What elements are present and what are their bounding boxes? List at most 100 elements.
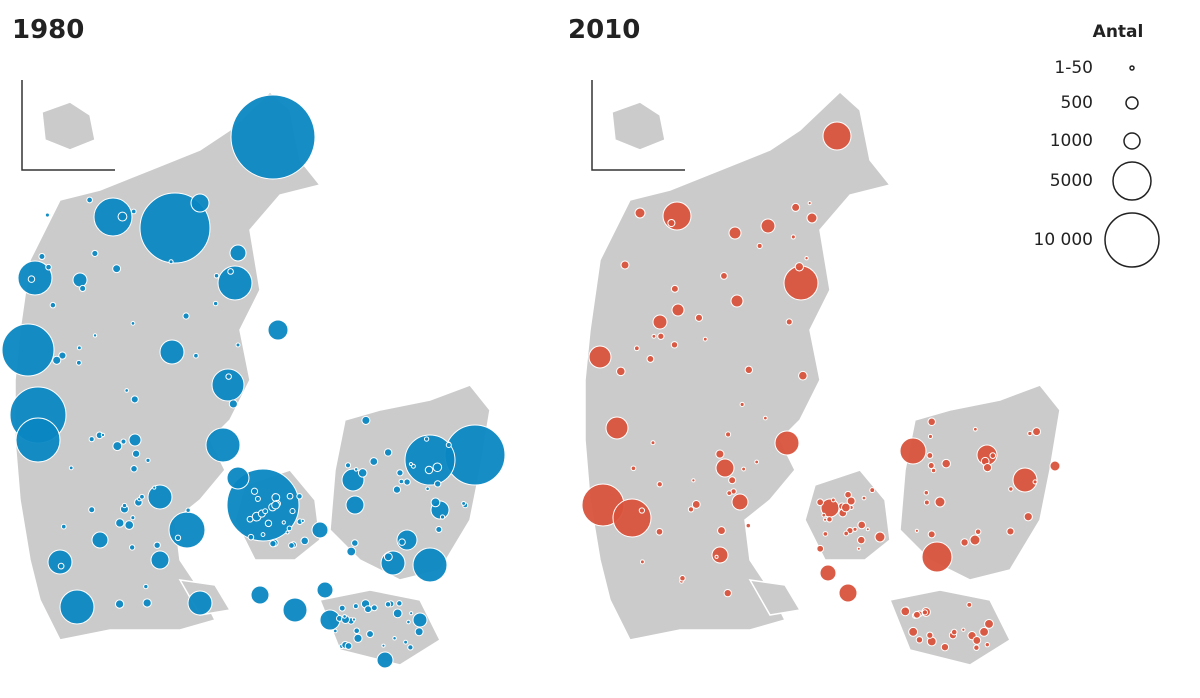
location-bubble [900, 606, 911, 617]
location-bubble [264, 519, 273, 528]
location-bubble [316, 581, 334, 599]
location-bubble [899, 437, 927, 465]
location-bubble [250, 585, 270, 605]
location-bubble [915, 636, 924, 644]
location-bubble [823, 517, 828, 522]
location-bubble [714, 554, 719, 559]
location-bubble [230, 94, 316, 180]
location-bubble [115, 518, 125, 528]
location-bubble [798, 370, 808, 381]
location-bubble [75, 359, 82, 366]
location-bubble [1, 323, 55, 377]
location-bubble [652, 314, 668, 330]
location-bubble [846, 496, 856, 506]
location-bubble [841, 502, 851, 513]
location-bubble [806, 212, 818, 224]
location-bubble [246, 515, 254, 523]
location-bubble [445, 441, 452, 449]
location-bubble [1023, 512, 1033, 522]
location-bubble [741, 466, 747, 472]
location-bubble [816, 498, 825, 507]
location-bubble [130, 395, 139, 404]
location-bubble [670, 284, 679, 293]
location-bubble [830, 497, 836, 503]
location-bubble [822, 531, 829, 537]
location-bubble [650, 440, 656, 446]
location-bubble [972, 426, 978, 432]
legend-symbol [1125, 96, 1139, 110]
location-bubble [366, 630, 374, 638]
location-bubble [425, 486, 430, 492]
location-bubble [281, 520, 286, 525]
location-bubble [861, 495, 867, 501]
location-bubble [989, 452, 997, 459]
location-bubble [370, 604, 378, 612]
location-bubble [816, 544, 825, 553]
map-title: 2010 [568, 15, 640, 45]
location-bubble [269, 539, 277, 548]
location-bubble [369, 457, 379, 466]
location-bubble [130, 208, 137, 215]
location-bubble [717, 526, 726, 536]
location-bubble [409, 611, 414, 616]
location-bubble [407, 644, 414, 651]
location-bubble [44, 212, 50, 218]
location-bubble [857, 520, 867, 530]
location-bubble [185, 507, 191, 513]
location-bubble [147, 484, 173, 510]
location-bubble [338, 604, 346, 612]
location-bubble [124, 388, 130, 393]
location-bubble [821, 512, 827, 518]
location-bubble [923, 490, 930, 496]
location-bubble [744, 365, 754, 375]
location-bubble [88, 506, 96, 514]
location-bubble [1006, 527, 1015, 536]
location-bubble [68, 465, 74, 471]
location-bubble [726, 490, 733, 497]
location-bubble [966, 601, 973, 608]
location-bubble [691, 500, 701, 509]
location-bubble [403, 478, 411, 486]
location-bubble [139, 493, 145, 500]
location-bubble [934, 496, 946, 508]
location-bubble [392, 636, 397, 641]
location-bubble [434, 480, 442, 488]
location-bubble [92, 333, 98, 338]
legend-label: 5000 [1050, 171, 1093, 191]
location-bubble [969, 534, 981, 546]
location-bubble [86, 196, 93, 204]
legend-label: 1000 [1050, 131, 1093, 151]
location-bubble [927, 530, 936, 539]
location-bubble [926, 452, 934, 459]
location-bubble [1027, 430, 1033, 437]
location-bubble [260, 532, 266, 537]
location-bubble [100, 432, 106, 438]
location-bubble [754, 459, 760, 465]
location-bubble [398, 478, 405, 485]
location-bubble [774, 430, 800, 456]
location-bubble [651, 333, 657, 339]
location-bubble [296, 493, 303, 500]
location-bubble [424, 465, 434, 475]
location-bubble [702, 336, 708, 342]
location-bubble [398, 538, 406, 546]
location-bubble [286, 525, 293, 532]
location-bubble [228, 399, 238, 409]
location-bubble [874, 531, 886, 543]
location-bubble [857, 535, 866, 545]
location-bubble [856, 546, 861, 551]
location-bubble [311, 521, 329, 539]
location-bubble [404, 434, 456, 486]
location-bubble [412, 547, 448, 583]
location-bubble [826, 516, 833, 523]
location-bubble [822, 121, 852, 151]
location-bubble [57, 562, 65, 570]
location-bubble [286, 492, 294, 500]
location-bubble [1049, 460, 1061, 472]
location-bubble [193, 352, 199, 359]
location-bubble [979, 626, 989, 637]
location-bubble [212, 300, 219, 307]
location-bubble [288, 542, 295, 549]
location-bubble [638, 507, 646, 514]
location-bubble [182, 312, 190, 320]
